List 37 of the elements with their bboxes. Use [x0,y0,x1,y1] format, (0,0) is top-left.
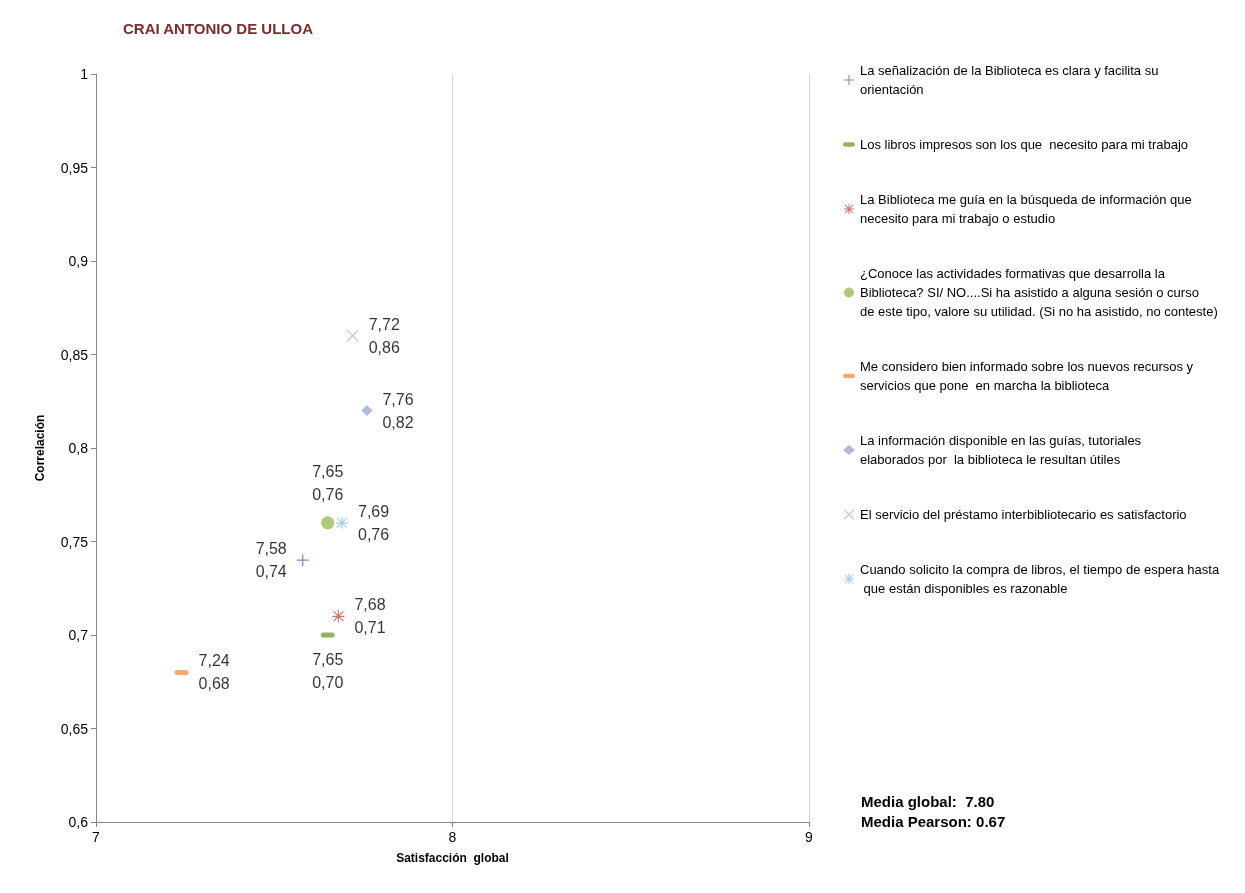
x-tick-label: 8 [448,829,457,845]
data-label: 7,58 0,74 [255,540,287,581]
chart-title: CRAI ANTONIO DE ULLOA [123,20,314,37]
legend-label: La Biblioteca me guía en la búsqueda de información que necesito para mi trabajo o estudio [860,192,1196,226]
text: Media global: 7.80 [861,793,995,810]
point [346,329,359,342]
data-label: 7,68 0,71 [354,596,386,637]
y-tick-label: 1 [80,66,89,82]
y-tick-label: 0,95 [60,159,89,176]
y-tick-label: 0,9 [68,253,89,269]
data-label: 7,72 0,86 [368,315,400,356]
y-tick-label: 0,8 [68,440,89,456]
x-tick-label: 7 [92,829,101,845]
x-tick-label: 9 [805,829,814,845]
legend-label: Los libros impresos son los que necesito para mi trabajo [860,137,1189,152]
legend-label: Me considero bien informado sobre los nuevos recursos y servicios que pone en marcha la biblioteca [860,359,1197,393]
data-label: 7,69 0,76 [357,502,390,543]
data-label: 7,76 0,82 [382,390,414,431]
data-label: 7,65 0,76 [312,463,344,504]
y-tick-label: 0,65 [60,720,89,737]
legend-label: La señalización de la Biblioteca es clara y facilita su orientación [860,63,1163,97]
legend-label: ¿Conoce las actividades formativas que desarrolla la Biblioteca? SI/ NO....Si ha asistido a alguna sesión o curso de este tipo, valore su utilidad. (Si no ha asistido, no conteste) [860,266,1218,319]
point [321,516,335,530]
point [335,516,348,529]
text: Media Pearson: 0.67 [861,813,1006,830]
y-axis-title: Correlación [33,414,47,482]
data-label: 7,24 0,68 [198,652,230,693]
point [361,405,373,417]
y-tick-label: 0,75 [60,533,89,550]
y-tick-label: 0,6 [68,814,89,830]
legend-label: El servicio del préstamo interbibliotecario es satisfactorio [860,507,1187,522]
legend-label: La información disponible en las guías, tutoriales elaborados por la biblioteca le resultan útiles [860,433,1145,467]
legend-label: Cuando solicito la compra de libros, el tiempo de espera hasta que están disponibles es razonable [860,562,1220,596]
x-axis-title: Satisfacción global [396,851,509,865]
data-label: 7,65 0,70 [312,650,344,691]
y-tick-label: 0,7 [68,627,89,643]
y-tick-label: 0,85 [60,346,89,363]
